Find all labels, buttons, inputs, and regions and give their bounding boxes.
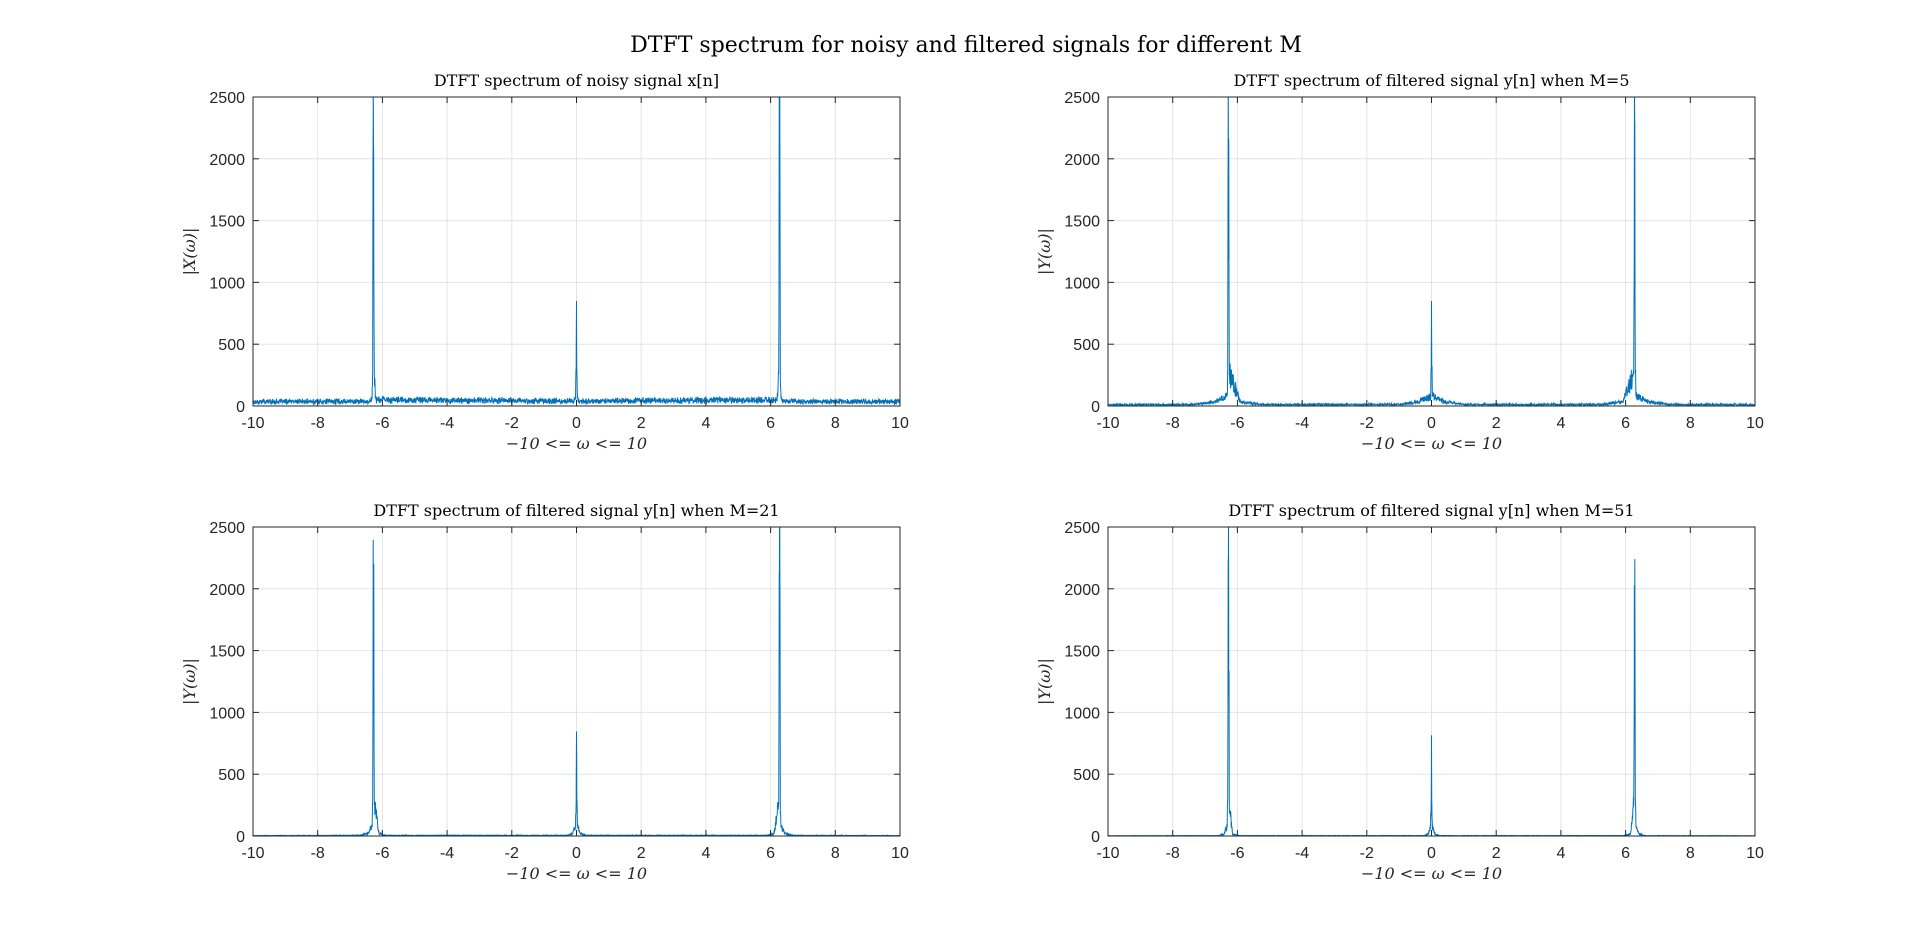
x-tick-label: -4 [1295,845,1309,862]
y-tick-label: 500 [1073,767,1100,784]
y-tick-label: 2500 [209,520,245,537]
y-tick-label: 0 [1091,829,1100,846]
x-tick-label: -2 [505,845,519,862]
y-tick-label: 2000 [209,582,245,599]
x-tick-label: 2 [1492,845,1501,862]
x-tick-label: 6 [1621,415,1630,432]
x-tick-label: -8 [1166,415,1180,432]
x-tick-label: -8 [311,415,325,432]
y-axis-label: |Y(ω)| [180,658,199,705]
y-tick-label: 500 [218,337,245,354]
x-tick-label: -2 [505,415,519,432]
subplot-filtered-m51: -10 -8 -6 -4 -2 0 2 4 6 8 10 0 500 1000 1500 2000 2500 DT… [1035,501,1764,883]
y-tick-label: 1000 [1064,705,1100,722]
x-tick-label: 8 [1686,845,1695,862]
spectrum-line [253,97,900,406]
x-tick-label: -6 [1230,415,1244,432]
x-tick-label: 4 [701,415,710,432]
x-tick-label: -10 [1096,845,1119,862]
subplot-filtered-m5: -10 -8 -6 -4 -2 0 2 4 6 8 10 0 500 1000 1500 2000 2500 DT… [1035,71,1764,453]
x-axis-label: −10 <= ω <= 10 [1361,864,1502,883]
subplot-title: DTFT spectrum of noisy signal x[n] [434,71,719,90]
y-axis-label: |Y(ω)| [1035,658,1054,705]
x-tick-label: 10 [1746,845,1764,862]
subplot-title: DTFT spectrum of filtered signal y[n] wh… [1228,501,1634,520]
x-tick-label: -10 [241,845,264,862]
subplot-title: DTFT spectrum of filtered signal y[n] wh… [373,501,779,520]
x-tick-label: 8 [831,845,840,862]
x-tick-label: 10 [891,845,909,862]
x-tick-label: 2 [1492,415,1501,432]
subplot-filtered-m21: -10 -8 -6 -4 -2 0 2 4 6 8 10 0 500 1000 1500 2000 2500 DT… [180,501,909,883]
y-tick-label: 1000 [1064,275,1100,292]
x-tick-label: -6 [1230,845,1244,862]
y-tick-label: 2000 [1064,582,1100,599]
x-tick-label: 10 [1746,415,1764,432]
y-tick-label: 500 [218,767,245,784]
spectrum-line [253,527,900,836]
y-tick-label: 0 [1091,399,1100,416]
x-tick-label: -4 [1295,415,1309,432]
subplot-noisy-x: -10 -8 -6 -4 -2 0 2 4 6 8 10 0 500 1000 1500 2000 2500 DT… [180,71,909,453]
y-tick-label: 1500 [1064,644,1100,661]
x-tick-label: -4 [440,845,454,862]
y-tick-label: 1500 [1064,214,1100,231]
x-tick-label: 8 [831,415,840,432]
y-axis-label: |X(ω)| [180,228,199,276]
x-tick-label: 0 [572,845,581,862]
y-tick-label: 2500 [1064,90,1100,107]
x-tick-label: -6 [375,845,389,862]
x-tick-label: 0 [572,415,581,432]
x-tick-label: -10 [1096,415,1119,432]
y-tick-label: 1000 [209,705,245,722]
x-tick-label: -4 [440,415,454,432]
x-tick-label: 2 [637,415,646,432]
x-tick-label: 0 [1427,845,1436,862]
y-tick-label: 2500 [209,90,245,107]
x-axis-label: −10 <= ω <= 10 [1361,434,1502,453]
x-tick-label: 4 [1556,415,1565,432]
y-tick-label: 0 [236,399,245,416]
y-tick-label: 1500 [209,214,245,231]
figure-title: DTFT spectrum for noisy and filtered sig… [630,33,1302,58]
x-tick-label: 4 [701,845,710,862]
x-tick-label: -2 [1360,845,1374,862]
y-tick-label: 500 [1073,337,1100,354]
y-tick-label: 1000 [209,275,245,292]
x-tick-label: 6 [766,845,775,862]
spectrum-line [1108,97,1755,406]
x-axis-label: −10 <= ω <= 10 [506,864,647,883]
y-axis-label: |Y(ω)| [1035,228,1054,275]
x-axis-label: −10 <= ω <= 10 [506,434,647,453]
x-tick-label: -10 [241,415,264,432]
x-tick-label: 6 [1621,845,1630,862]
x-tick-label: -2 [1360,415,1374,432]
y-tick-label: 2000 [209,152,245,169]
y-tick-label: 0 [236,829,245,846]
x-tick-label: -8 [1166,845,1180,862]
x-tick-label: 8 [1686,415,1695,432]
x-tick-label: 10 [891,415,909,432]
x-tick-label: 0 [1427,415,1436,432]
y-tick-label: 2000 [1064,152,1100,169]
y-tick-label: 2500 [1064,520,1100,537]
x-tick-label: -6 [375,415,389,432]
y-tick-label: 1500 [209,644,245,661]
x-tick-label: 2 [637,845,646,862]
x-tick-label: 4 [1556,845,1565,862]
x-tick-label: 6 [766,415,775,432]
x-tick-label: -8 [311,845,325,862]
subplot-title: DTFT spectrum of filtered signal y[n] wh… [1233,71,1629,90]
